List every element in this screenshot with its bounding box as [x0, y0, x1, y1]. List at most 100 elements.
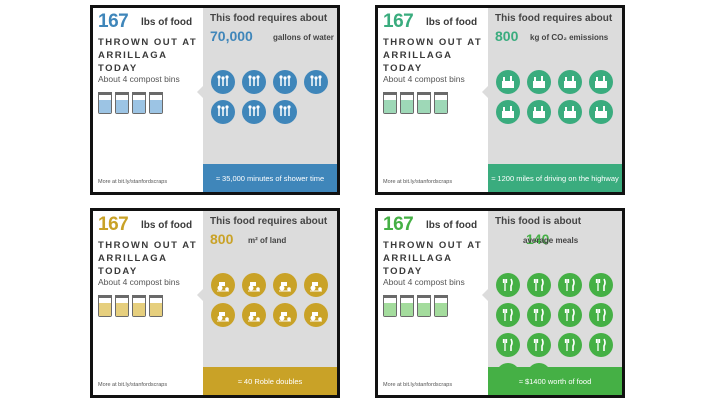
fork-knife-icon — [558, 303, 582, 327]
infographic-card: 167 lbs of food THROWN OUT AT ARRILLAGA … — [375, 208, 625, 398]
impact-value: 800 — [495, 28, 519, 44]
fork-knife-icon — [589, 303, 613, 327]
equivalence-footer: ≈ $1400 worth of food — [488, 367, 622, 395]
lbs-label: lbs of food — [426, 220, 478, 231]
impact-value: 140 — [526, 231, 550, 247]
more-link[interactable]: More at bit.ly/stanfordscraps — [383, 179, 453, 185]
compost-bin-icon — [417, 92, 431, 114]
water-drop-icon — [242, 70, 266, 94]
lbs-label: lbs of food — [141, 17, 193, 28]
compost-bins — [383, 92, 463, 116]
lbs-number: 167 — [98, 214, 129, 235]
food-panel: 167 lbs of food THROWN OUT AT ARRILLAGA … — [93, 211, 203, 395]
tractor-icon — [304, 303, 328, 327]
tractor-icon — [242, 303, 266, 327]
impact-unit: m² of land — [248, 236, 287, 245]
compost-bin-icon — [400, 92, 414, 114]
fork-knife-icon — [527, 273, 551, 297]
fork-knife-icon — [527, 333, 551, 357]
equivalence-footer: ≈ 1200 miles of driving on the highway — [488, 164, 622, 192]
impact-unit: kg of CO₂ emissions — [530, 33, 609, 42]
factory-icon — [527, 70, 551, 94]
water-drop-icon — [242, 100, 266, 124]
compost-bins — [98, 92, 178, 116]
fork-knife-icon — [527, 303, 551, 327]
infographic-card: 167 lbs of food THROWN OUT AT ARRILLAGA … — [90, 5, 340, 195]
fork-knife-icon — [496, 333, 520, 357]
compost-bin-icon — [434, 92, 448, 114]
lbs-number: 167 — [98, 11, 129, 32]
compost-bin-icon — [98, 295, 112, 317]
lbs-label: lbs of food — [141, 220, 193, 231]
factory-icon — [589, 100, 613, 124]
equivalence-footer: ≈ 40 Roble doubles — [203, 367, 337, 395]
food-panel: 167 lbs of food THROWN OUT AT ARRILLAGA … — [378, 211, 488, 395]
thrown-out-label: THROWN OUT AT ARRILLAGA TODAY — [383, 240, 483, 277]
compost-bins — [98, 295, 178, 319]
compost-bin-icon — [115, 295, 129, 317]
compost-bins-label: About 4 compost bins — [383, 74, 465, 84]
icon-grid — [211, 70, 335, 124]
tractor-icon — [273, 303, 297, 327]
water-drop-icon — [273, 70, 297, 94]
impact-unit: average meals — [523, 236, 579, 245]
factory-icon — [558, 100, 582, 124]
requires-label: This food requires about — [210, 216, 328, 227]
impact-panel: This food requires about 70,000 gallons … — [203, 8, 337, 192]
water-drop-icon — [211, 70, 235, 94]
lbs-number: 167 — [383, 214, 414, 235]
compost-bin-icon — [400, 295, 414, 317]
compost-bin-icon — [383, 295, 397, 317]
requires-label: This food is about — [495, 216, 582, 227]
impact-panel: This food requires about 800 m² of land … — [203, 211, 337, 395]
impact-value: 70,000 — [210, 28, 253, 44]
more-link[interactable]: More at bit.ly/stanfordscraps — [98, 179, 168, 185]
compost-bin-icon — [417, 295, 431, 317]
lbs-number: 167 — [383, 11, 414, 32]
food-panel: 167 lbs of food THROWN OUT AT ARRILLAGA … — [378, 8, 488, 192]
requires-label: This food requires about — [495, 13, 613, 24]
compost-bin-icon — [149, 92, 163, 114]
tractor-icon — [211, 273, 235, 297]
tractor-icon — [273, 273, 297, 297]
fork-knife-icon — [589, 273, 613, 297]
lbs-label: lbs of food — [426, 17, 478, 28]
compost-bin-icon — [132, 92, 146, 114]
impact-unit: gallons of water — [273, 33, 334, 42]
tractor-icon — [304, 273, 328, 297]
compost-bins-label: About 4 compost bins — [383, 277, 465, 287]
impact-panel: This food requires about 800 kg of CO₂ e… — [488, 8, 622, 192]
compost-bins — [383, 295, 463, 319]
fork-knife-icon — [589, 333, 613, 357]
compost-bin-icon — [434, 295, 448, 317]
fork-knife-icon — [558, 333, 582, 357]
compost-bin-icon — [383, 92, 397, 114]
icon-grid — [211, 273, 335, 327]
factory-icon — [496, 70, 520, 94]
icon-grid — [496, 70, 620, 124]
fork-knife-icon — [558, 273, 582, 297]
compost-bins-label: About 4 compost bins — [98, 277, 180, 287]
compost-bin-icon — [132, 295, 146, 317]
factory-icon — [527, 100, 551, 124]
infographic-card: 167 lbs of food THROWN OUT AT ARRILLAGA … — [375, 5, 625, 195]
compost-bins-label: About 4 compost bins — [98, 74, 180, 84]
water-drop-icon — [304, 70, 328, 94]
fork-knife-icon — [496, 303, 520, 327]
compost-bin-icon — [98, 92, 112, 114]
infographic-card: 167 lbs of food THROWN OUT AT ARRILLAGA … — [90, 208, 340, 398]
tractor-icon — [211, 303, 235, 327]
impact-value: 800 — [210, 231, 234, 247]
requires-label: This food requires about — [210, 13, 328, 24]
thrown-out-label: THROWN OUT AT ARRILLAGA TODAY — [383, 37, 483, 74]
more-link[interactable]: More at bit.ly/stanfordscraps — [383, 382, 453, 388]
water-drop-icon — [273, 100, 297, 124]
compost-bin-icon — [115, 92, 129, 114]
factory-icon — [496, 100, 520, 124]
tractor-icon — [242, 273, 266, 297]
more-link[interactable]: More at bit.ly/stanfordscraps — [98, 382, 168, 388]
thrown-out-label: THROWN OUT AT ARRILLAGA TODAY — [98, 37, 198, 74]
factory-icon — [558, 70, 582, 94]
impact-panel: This food is about 140 average meals ≈ $… — [488, 211, 622, 395]
water-drop-icon — [211, 100, 235, 124]
